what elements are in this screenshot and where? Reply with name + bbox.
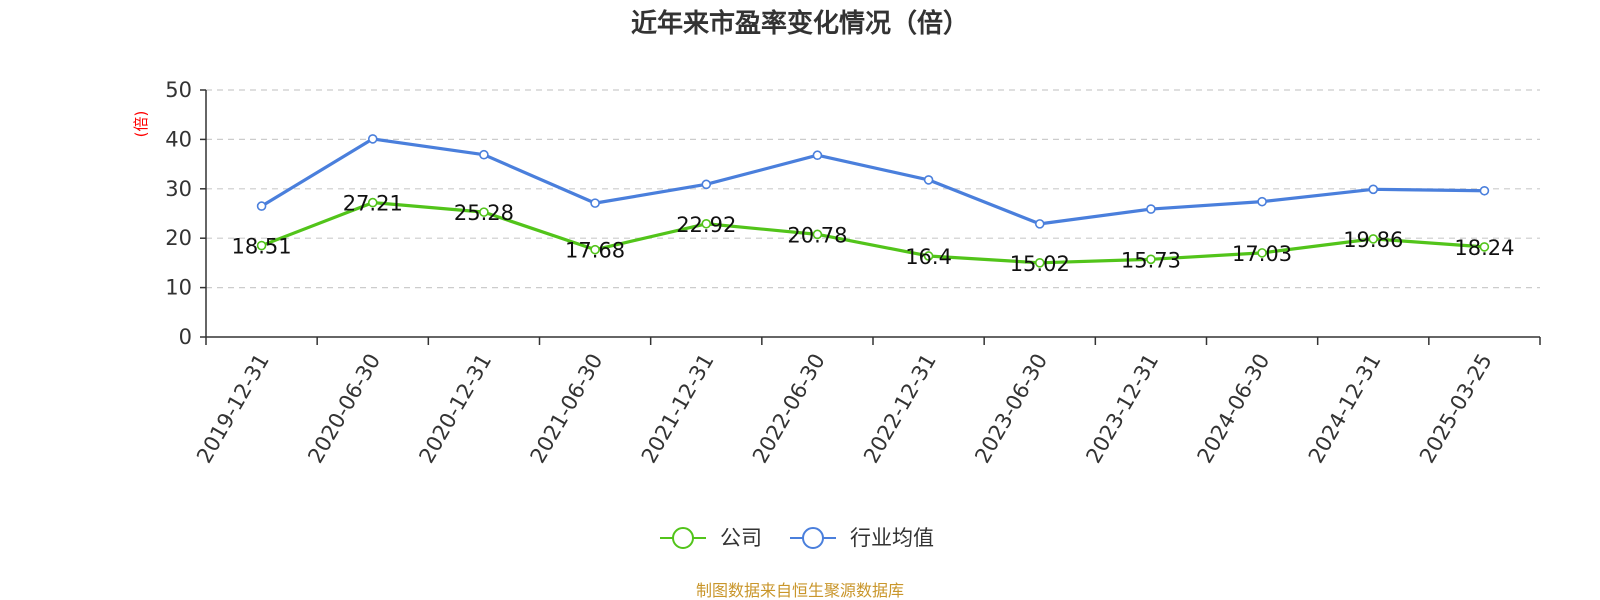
y-tick-label: 0 — [179, 325, 192, 349]
data-point-company — [923, 251, 934, 261]
data-point-company — [479, 207, 489, 217]
data-point-company — [1368, 234, 1379, 244]
data-label-company: 19.86 — [1343, 228, 1403, 252]
data-point-industry-average — [256, 201, 267, 211]
y-tick-label: 50 — [165, 78, 192, 102]
data-point-industry-average — [479, 149, 489, 160]
y-tick-label: 10 — [165, 276, 192, 300]
data-point-industry-average — [923, 175, 934, 185]
data-source-note: 制图数据来自恒生聚源数据库 — [696, 581, 904, 600]
series-lines — [256, 134, 1490, 268]
x-tick-label: 2022-06-30 — [748, 350, 830, 468]
data-label-company: 17.03 — [1232, 242, 1292, 266]
series-line-company — [261, 200, 1485, 265]
data-point-company — [1479, 242, 1490, 252]
y-tick-label: 40 — [165, 127, 192, 151]
legend-marker-industry-average — [802, 527, 824, 549]
data-point-industry-average — [590, 198, 600, 208]
x-tick-label: 2020-06-30 — [303, 350, 385, 468]
data-point-company — [701, 218, 712, 229]
y-axis-unit-label: (倍) — [132, 111, 150, 138]
data-labels: 18.51 27.21 25.28 17.68 22.92 20.78 16.4 15.02 1… — [232, 192, 1515, 276]
x-tick-label: 2019-12-31 — [192, 350, 274, 468]
legend-marker-company — [672, 527, 694, 549]
data-point-industry-average — [367, 134, 378, 144]
y-tick-label: 20 — [165, 226, 192, 250]
data-point-industry-average — [1034, 219, 1045, 229]
data-point-industry-average — [701, 179, 712, 190]
x-tick-label: 2023-06-30 — [970, 350, 1052, 468]
x-tick-label: 2025-03-25 — [1415, 350, 1497, 468]
y-tick-label: 30 — [165, 177, 192, 201]
legend-item-industry-average[interactable]: 行业均值 — [790, 526, 934, 550]
chart-title: 近年来市盈率变化情况（倍） — [631, 8, 969, 39]
data-label-company: 17.68 — [565, 239, 625, 263]
data-point-company — [812, 229, 823, 240]
data-label-company: 15.02 — [1010, 252, 1070, 276]
data-label-company: 20.78 — [787, 223, 847, 247]
x-tick-label: 2020-12-31 — [414, 350, 496, 468]
x-tick-label: 2021-06-30 — [526, 350, 608, 468]
data-label-company: 27.21 — [343, 192, 403, 216]
x-tick-label: 2021-12-31 — [637, 350, 719, 468]
legend-item-company[interactable]: 公司 — [660, 526, 762, 550]
series-line-industry-average — [260, 137, 1485, 226]
data-point-company — [590, 244, 600, 255]
data-label-company: 18.24 — [1454, 236, 1514, 260]
data-label-company: 16.4 — [905, 245, 952, 269]
x-tick-label: 2023-12-31 — [1081, 350, 1163, 468]
data-point-company — [1257, 248, 1267, 258]
data-label-company: 22.92 — [676, 213, 736, 237]
data-point-company — [367, 197, 378, 208]
legend: 公司 行业均值 — [660, 526, 934, 550]
legend-label-industry-average: 行业均值 — [850, 526, 934, 550]
legend-label-company: 公司 — [720, 526, 762, 550]
data-label-company: 18.51 — [232, 235, 292, 259]
data-point-industry-average — [1146, 204, 1156, 214]
data-point-company — [1034, 258, 1045, 268]
data-point-industry-average — [812, 150, 823, 161]
data-point-industry-average — [1479, 185, 1490, 196]
data-point-industry-average — [1257, 196, 1267, 207]
data-label-company: 15.73 — [1121, 248, 1181, 272]
data-point-company — [256, 240, 267, 251]
grid-lines — [206, 89, 1540, 289]
data-point-industry-average — [1368, 184, 1379, 195]
x-tick-label: 2024-12-31 — [1304, 350, 1386, 468]
data-label-company: 25.28 — [454, 201, 514, 225]
data-point-company — [1146, 254, 1156, 265]
x-tick-label: 2024-06-30 — [1193, 350, 1275, 468]
x-tick-label: 2022-12-31 — [859, 350, 941, 468]
